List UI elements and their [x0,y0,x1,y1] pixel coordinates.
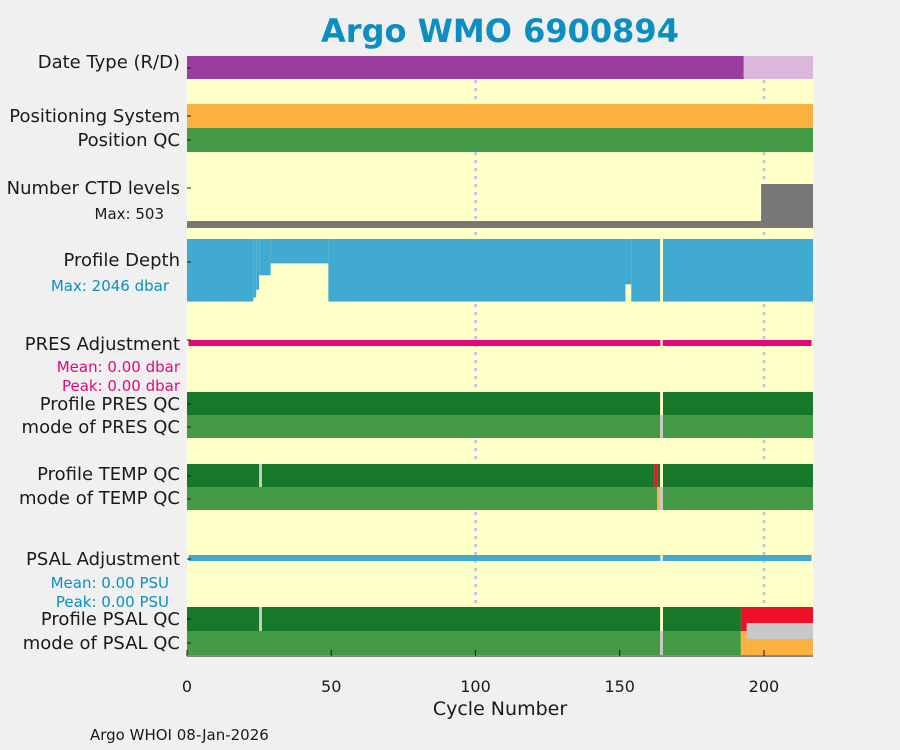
date-type-bar-realtime [743,56,813,79]
profile-pres-qc-bar-0 [187,392,661,415]
date-type-bar-delayed [187,56,744,79]
mode-pres-qc-bar-2 [662,415,813,438]
label-ctd-levels: Number CTD levels [6,178,180,199]
mode-psal-qc-bar-1 [660,631,663,655]
x-tick-label-100: 100 [460,677,491,696]
pres-adjustment-line-1 [662,340,812,346]
x-tick-label-150: 150 [604,677,635,696]
profile-psal-qc-bar-0 [187,607,260,631]
mode-temp-qc-bar-2 [660,487,663,510]
mode-pres-qc-bar-0 [187,415,661,438]
mode-psal-qc-bar-2 [662,631,741,655]
label-ctd-max: Max: 503 [94,205,164,223]
footer-credit: Argo WHOI 08-Jan-2026 [90,726,269,744]
label-pres-peak: Peak: 0.00 dbar [61,377,180,395]
label-date-type: Date Type (R/D) [37,52,180,73]
psal-adjustment-line-0 [188,555,661,561]
profile-temp-qc-bar-5 [662,464,813,487]
label-mode-temp-qc: mode of TEMP QC [18,488,180,509]
label-position-qc: Position QC [77,130,180,151]
label-profile-depth: Profile Depth [63,250,180,271]
mode-temp-qc-bar-0 [187,487,658,510]
x-axis: 0 50 100 150 200 [182,67,813,696]
label-psal-peak: Peak: 0.00 PSU [55,593,169,611]
profile-depth-bar-7 [631,239,661,302]
profile-depth-bar-0 [187,239,254,302]
profile-temp-qc-bar-0 [187,464,260,487]
positioning-system-bar [187,104,813,128]
label-depth-max: Max: 2046 dbar [50,277,169,295]
label-profile-pres-qc: Profile PRES QC [39,394,180,415]
x-tick-label-0: 0 [182,677,192,696]
position-qc-bar [187,128,813,152]
profile-psal-qc-bar-1 [259,607,263,631]
profile-depth-bar-6 [625,239,632,285]
profile-temp-qc-bar-4 [657,464,661,487]
label-mode-psal-qc: mode of PSAL QC [22,633,180,654]
label-pres-adjustment: PRES Adjustment [24,334,180,355]
psal-mode-overlay-bar [746,623,813,639]
mode-psal-qc-bar-0 [187,631,661,655]
label-psal-mean: Mean: 0.00 PSU [50,574,169,592]
chart-title: Argo WMO 6900894 [321,12,679,50]
pres-adjustment-line-0 [188,340,661,346]
label-positioning-system: Positioning System [9,106,180,127]
psal-adjustment-line-1 [662,555,812,561]
mode-pres-qc-bar-1 [660,415,663,438]
label-pres-mean: Mean: 0.00 dbar [56,358,180,376]
x-axis-label: Cycle Number [432,698,568,720]
label-profile-psal-qc: Profile PSAL QC [40,609,180,630]
label-psal-adjustment: PSAL Adjustment [25,549,180,570]
profile-depth-bar-4 [270,239,329,264]
profile-temp-qc-bar-1 [259,464,263,487]
ctd-levels-bar-0 [187,221,762,228]
x-tick-label-50: 50 [321,677,341,696]
ctd-levels-bar-1 [761,184,813,228]
profile-temp-qc-bar-3 [654,464,658,487]
profile-temp-qc-bar-2 [262,464,655,487]
profile-depth-bar-2 [256,239,260,290]
label-mode-pres-qc: mode of PRES QC [21,417,180,438]
profile-depth-bar-3 [259,239,271,276]
profile-pres-qc-bar-1 [662,392,813,415]
mode-temp-qc-bar-3 [662,487,813,510]
profile-psal-qc-bar-2 [262,607,661,631]
x-tick-label-200: 200 [749,677,780,696]
mode-temp-qc-bar-1 [657,487,661,510]
label-profile-temp-qc: Profile TEMP QC [37,464,180,485]
profile-depth-bar-5 [328,239,626,302]
profile-depth-bar-8 [662,239,813,302]
profile-depth-bar-1 [253,239,257,298]
data-bars [187,56,813,655]
profile-psal-qc-bar-3 [662,607,741,631]
